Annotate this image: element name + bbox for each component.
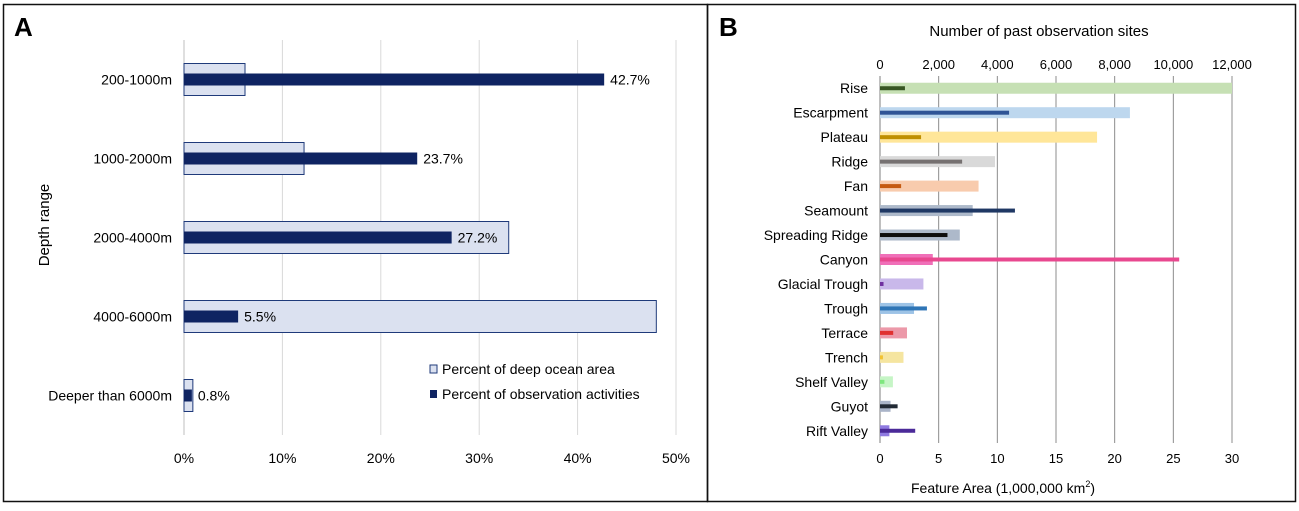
x-tick-label: 20% xyxy=(367,450,395,466)
bar-observation xyxy=(184,231,452,244)
bar-observation-sites xyxy=(880,355,883,360)
data-label: 27.2% xyxy=(458,230,498,246)
panel-b-frame xyxy=(706,3,1297,503)
y-tick-label: 1000-2000m xyxy=(93,151,172,167)
y-tick-label: Guyot xyxy=(831,398,868,414)
x-tick-label: 0 xyxy=(876,451,883,466)
y-tick-label: Rift Valley xyxy=(806,423,868,439)
x-axis-title-text: Feature Area (1,000,000 km xyxy=(911,480,1085,496)
y-tick-label: Deeper than 6000m xyxy=(48,388,172,404)
bar-observation-sites xyxy=(880,404,898,409)
y-tick-label: Glacial Trough xyxy=(778,276,868,292)
panel-a-letter: A xyxy=(14,12,33,42)
bar-observation-sites xyxy=(880,306,927,311)
bar-observation-sites xyxy=(880,281,884,286)
bar-feature-area xyxy=(880,131,1098,143)
x-axis-title: Feature Area (1,000,000 km2) xyxy=(911,479,1095,496)
y-tick-label: Terrace xyxy=(821,325,868,341)
y-tick-label: Ridge xyxy=(831,154,868,170)
bar-observation xyxy=(184,310,239,323)
y-tick-label: Seamount xyxy=(804,203,868,219)
bar-observation-sites xyxy=(880,110,1010,115)
bar-observation xyxy=(184,152,418,165)
x2-tick-label: 4,000 xyxy=(981,57,1014,72)
panel-b-letter: B xyxy=(719,12,738,42)
y-tick-label: 4000-6000m xyxy=(93,309,172,325)
y-tick-label: Canyon xyxy=(820,252,868,268)
x-tick-label: 20 xyxy=(1107,451,1121,466)
x2-tick-label: 10,000 xyxy=(1153,57,1193,72)
data-label: 5.5% xyxy=(244,309,276,325)
x-axis-title-suffix: ) xyxy=(1090,480,1095,496)
bar-observation-sites xyxy=(880,379,885,384)
bar-observation-sites xyxy=(880,184,902,189)
x2-tick-label: 0 xyxy=(876,57,883,72)
bar-feature-area xyxy=(880,376,893,388)
x-tick-label: 10 xyxy=(990,451,1004,466)
bar-feature-area xyxy=(880,327,907,339)
x-tick-label: 50% xyxy=(662,450,690,466)
x-tick-label: 0% xyxy=(174,450,194,466)
bar-feature-area xyxy=(880,180,979,192)
x-axis-title-superscript: 2 xyxy=(1085,479,1090,489)
panel-a: 0% 10% 20% 30% 40% 50% 42.7% 200-1000m 23.7% 1000… xyxy=(36,40,690,466)
data-label: 42.7% xyxy=(610,72,650,88)
bar-observation-sites xyxy=(880,159,963,164)
x-tick-label: 10% xyxy=(268,450,296,466)
y-tick-label: Rise xyxy=(840,80,868,96)
x-tick-label: 40% xyxy=(564,450,592,466)
legend-label-observation: Percent of observation activities xyxy=(442,386,640,402)
x2-tick-label: 8,000 xyxy=(1098,57,1131,72)
bar-observation-sites xyxy=(880,135,922,140)
legend-swatch-area xyxy=(429,364,438,374)
y-tick-label: 200-1000m xyxy=(101,72,172,88)
y-axis-title: Depth range xyxy=(36,184,53,267)
bar-observation xyxy=(184,73,605,86)
chart-title: Number of past observation sites xyxy=(929,23,1148,40)
bar-observation xyxy=(184,389,192,402)
data-label: 0.8% xyxy=(198,388,230,404)
y-tick-label: Trench xyxy=(825,349,868,365)
y-tick-label: 2000-4000m xyxy=(93,230,172,246)
x-tick-label: 5 xyxy=(935,451,942,466)
y-tick-label: Trough xyxy=(824,300,868,316)
x-tick-label: 30% xyxy=(465,450,493,466)
legend-label-area: Percent of deep ocean area xyxy=(442,361,615,377)
bar-observation-sites xyxy=(880,233,948,238)
x-tick-label: 25 xyxy=(1166,451,1180,466)
y-tick-label: Escarpment xyxy=(793,105,868,121)
bar-observation-sites xyxy=(880,330,894,335)
y-tick-label: Fan xyxy=(844,178,868,194)
x2-tick-label: 2,000 xyxy=(922,57,955,72)
bar-observation-sites xyxy=(880,257,1180,262)
y-tick-label: Shelf Valley xyxy=(795,374,868,390)
y-tick-label: Plateau xyxy=(821,129,868,145)
bar-observation-sites xyxy=(880,86,905,91)
x2-tick-label: 6,000 xyxy=(1040,57,1073,72)
y-tick-label: Spreading Ridge xyxy=(764,227,869,243)
x2-tick-label: 12,000 xyxy=(1212,57,1252,72)
x-tick-label: 30 xyxy=(1225,451,1239,466)
bar-feature-area xyxy=(880,351,904,363)
bar-observation-sites xyxy=(880,428,916,433)
data-label: 23.7% xyxy=(423,151,463,167)
legend-swatch-observation xyxy=(430,390,437,398)
bar-feature-area xyxy=(880,82,1232,94)
x-tick-label: 15 xyxy=(1049,451,1063,466)
bar-observation-sites xyxy=(880,208,1015,213)
bar-feature-area xyxy=(880,278,924,290)
